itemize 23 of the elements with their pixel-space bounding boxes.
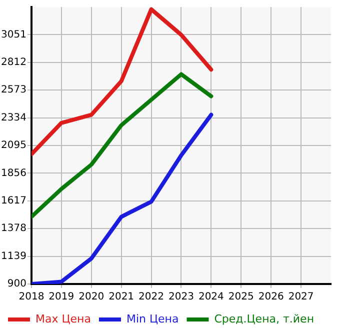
y-tick-label: 1378 (0, 223, 26, 234)
y-tick-label: 2334 (0, 112, 26, 124)
x-tick-label: 2023 (168, 292, 194, 303)
y-tick-label: 2095 (0, 140, 26, 152)
legend-label: Сред.Цена, т.йен (214, 312, 314, 326)
x-tick-label: 2021 (108, 292, 134, 303)
y-tick-label: 900 (7, 278, 26, 290)
y-tick-label: 2573 (0, 84, 26, 96)
y-tick-label: 1139 (0, 250, 26, 262)
x-tick-label: 2024 (198, 292, 224, 303)
y-tick-label: 3051 (0, 29, 26, 40)
x-tick-label: 2027 (288, 292, 314, 303)
x-tick-label: 2025 (228, 292, 254, 303)
x-tick-label: 2018 (18, 292, 44, 303)
y-tick-label: 1617 (0, 195, 26, 206)
legend-label: Max Цена (36, 312, 91, 326)
x-tick-label: 2026 (258, 292, 284, 303)
y-tick-label: 1856 (0, 168, 26, 179)
x-tick-label: 2019 (48, 292, 74, 303)
y-tick-label: 2812 (0, 56, 26, 68)
x-tick-label: 2020 (78, 292, 104, 303)
x-tick-label: 2022 (138, 292, 164, 303)
legend-label: Min Цена (126, 312, 179, 326)
